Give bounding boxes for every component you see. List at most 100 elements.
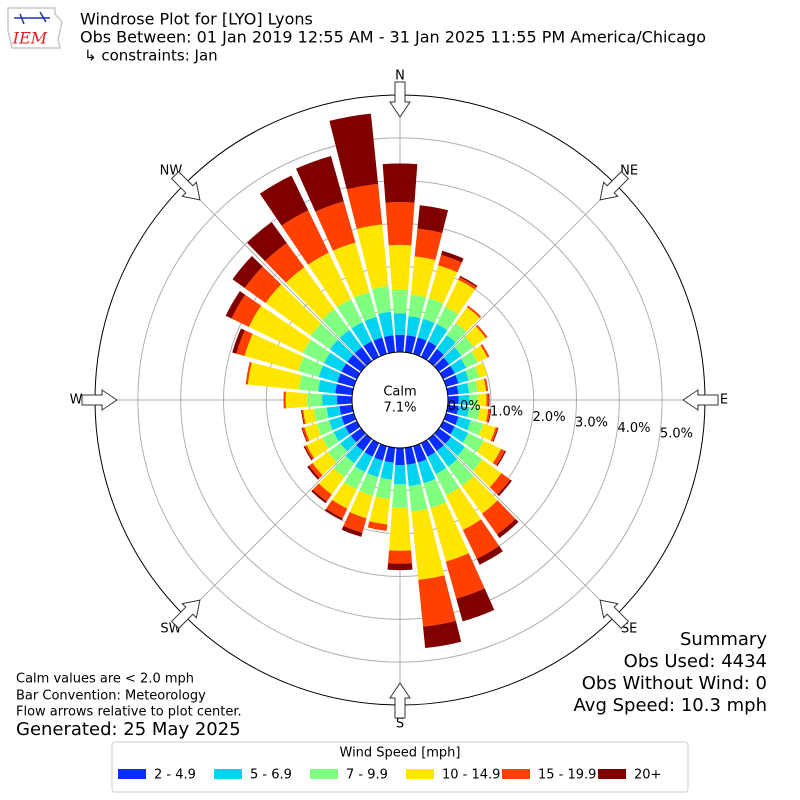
wind-bar-segment (488, 393, 490, 407)
wind-bar-segment (434, 357, 450, 372)
wind-bar-segment (322, 394, 338, 406)
wind-bar-segment (322, 432, 340, 449)
flow-arrow (170, 170, 201, 201)
wind-bar-segment (496, 450, 507, 467)
wind-bar-segment (414, 228, 443, 261)
generated: Generated: 25 May 2025 (16, 719, 241, 740)
wind-bar-segment (490, 427, 498, 442)
wind-bar-segment (232, 256, 263, 288)
wind-bar-segment (303, 408, 317, 424)
wind-bar-segment (446, 487, 482, 530)
compass-label: S (396, 717, 404, 732)
wind-bar-segment (446, 322, 467, 343)
legend-swatch (214, 769, 242, 779)
wind-bar-segment (374, 443, 387, 461)
wind-bar-segment (446, 404, 459, 415)
wind-bar-segment (336, 298, 363, 329)
wind-bar-segment (476, 545, 503, 565)
wind-bar-segment (475, 362, 488, 378)
wind-bar-segment (417, 205, 449, 234)
wind-bar-segment (465, 366, 480, 381)
wind-bar-segment (307, 465, 320, 480)
wind-bar-segment (480, 344, 490, 358)
wind-bar-segment (393, 464, 407, 485)
wind-bar-segment (441, 250, 464, 263)
wind-bar-segment (422, 298, 444, 324)
compass-label: N (395, 69, 405, 84)
wind-bar-segment (339, 404, 354, 415)
wind-bar-segment (420, 439, 436, 457)
wind-bar-segment (483, 378, 489, 392)
wind-bar-segment (391, 289, 409, 314)
wind-bar-segment (404, 335, 416, 354)
note: Calm values are < 2.0 mph (16, 672, 194, 687)
wind-bar-segment (356, 434, 372, 452)
wind-bar-segment (385, 202, 415, 246)
wind-bar-segment (354, 347, 372, 366)
wind-bar-segment (410, 256, 436, 298)
wind-bar-segment (363, 341, 380, 361)
wind-bar-segment (343, 512, 367, 533)
wind-bar-segment (467, 420, 484, 436)
radial-tick-label: 5.0% (660, 427, 693, 442)
wind-bar-segment (450, 358, 467, 374)
constraints: ↳ constraints: Jan (84, 47, 218, 65)
wind-bar-segment (265, 242, 305, 283)
wind-bar-segment (337, 395, 353, 405)
wind-bar-segment (439, 420, 455, 435)
chart-subtitle: Obs Between: 01 Jan 2019 12:55 AM - 31 J… (80, 28, 706, 47)
wind-bar-segment (302, 427, 310, 442)
wind-bar-segment (475, 324, 488, 339)
wind-bar-segment (457, 446, 483, 471)
wind-bar-segment (462, 433, 484, 453)
wind-bar-segment (427, 452, 447, 475)
radial-tick-label: 1.0% (490, 404, 523, 419)
wind-bar-segment (312, 483, 332, 502)
wind-bar-segment (285, 391, 308, 409)
wind-bar-segment (443, 413, 459, 425)
wind-bar-segment (329, 416, 345, 431)
wind-bar-segment (367, 457, 383, 478)
wind-bar-segment (340, 435, 357, 452)
wind-bar-segment (488, 409, 492, 423)
wind-bar-segment (413, 337, 427, 357)
wind-bar-segment (307, 393, 323, 407)
wind-bar-segment (456, 382, 470, 395)
wind-bar-segment (497, 479, 512, 497)
wind-bar-segment (471, 345, 488, 363)
wind-bar-segment (395, 334, 405, 353)
wind-bar-segment (364, 439, 380, 457)
wind-bar-segment (443, 347, 462, 365)
wind-bar-segment (496, 518, 519, 538)
wind-bar-segment (388, 550, 412, 564)
wind-bar-segment (436, 306, 459, 331)
legend-title: Wind Speed [mph] (340, 746, 461, 761)
wind-bar-segment (333, 426, 350, 442)
wind-bar-segment (467, 407, 480, 420)
wind-bar-segment (430, 502, 469, 562)
wind-bar-segment (417, 318, 435, 341)
legend-swatch (502, 769, 530, 779)
wind-bar-segment (465, 326, 486, 347)
wind-bar-segment (329, 339, 354, 362)
wind-bar-segment (459, 275, 478, 287)
wind-bar-segment (316, 420, 333, 436)
grid-spoke (183, 183, 367, 367)
wind-bar-segment (458, 276, 477, 290)
wind-bar-segment (349, 490, 373, 519)
wind-bar-segment (434, 428, 452, 444)
wind-bar-segment (298, 375, 321, 392)
wind-bar-segment (332, 242, 370, 298)
wind-bar-segment (315, 201, 356, 251)
wind-bar-segment (304, 445, 315, 460)
wind-bar-segment (456, 588, 495, 622)
wind-bar-segment (244, 266, 282, 304)
chart-title: Windrose Plot for [LYO] Lyons (80, 10, 313, 29)
flow-arrow (389, 682, 411, 719)
radial-tick-label: 0.0% (448, 399, 481, 414)
flow-arrow (599, 599, 630, 630)
wind-bar-segment (303, 446, 313, 461)
wind-bar-segment (369, 496, 390, 525)
wind-bar-segment (301, 409, 306, 425)
